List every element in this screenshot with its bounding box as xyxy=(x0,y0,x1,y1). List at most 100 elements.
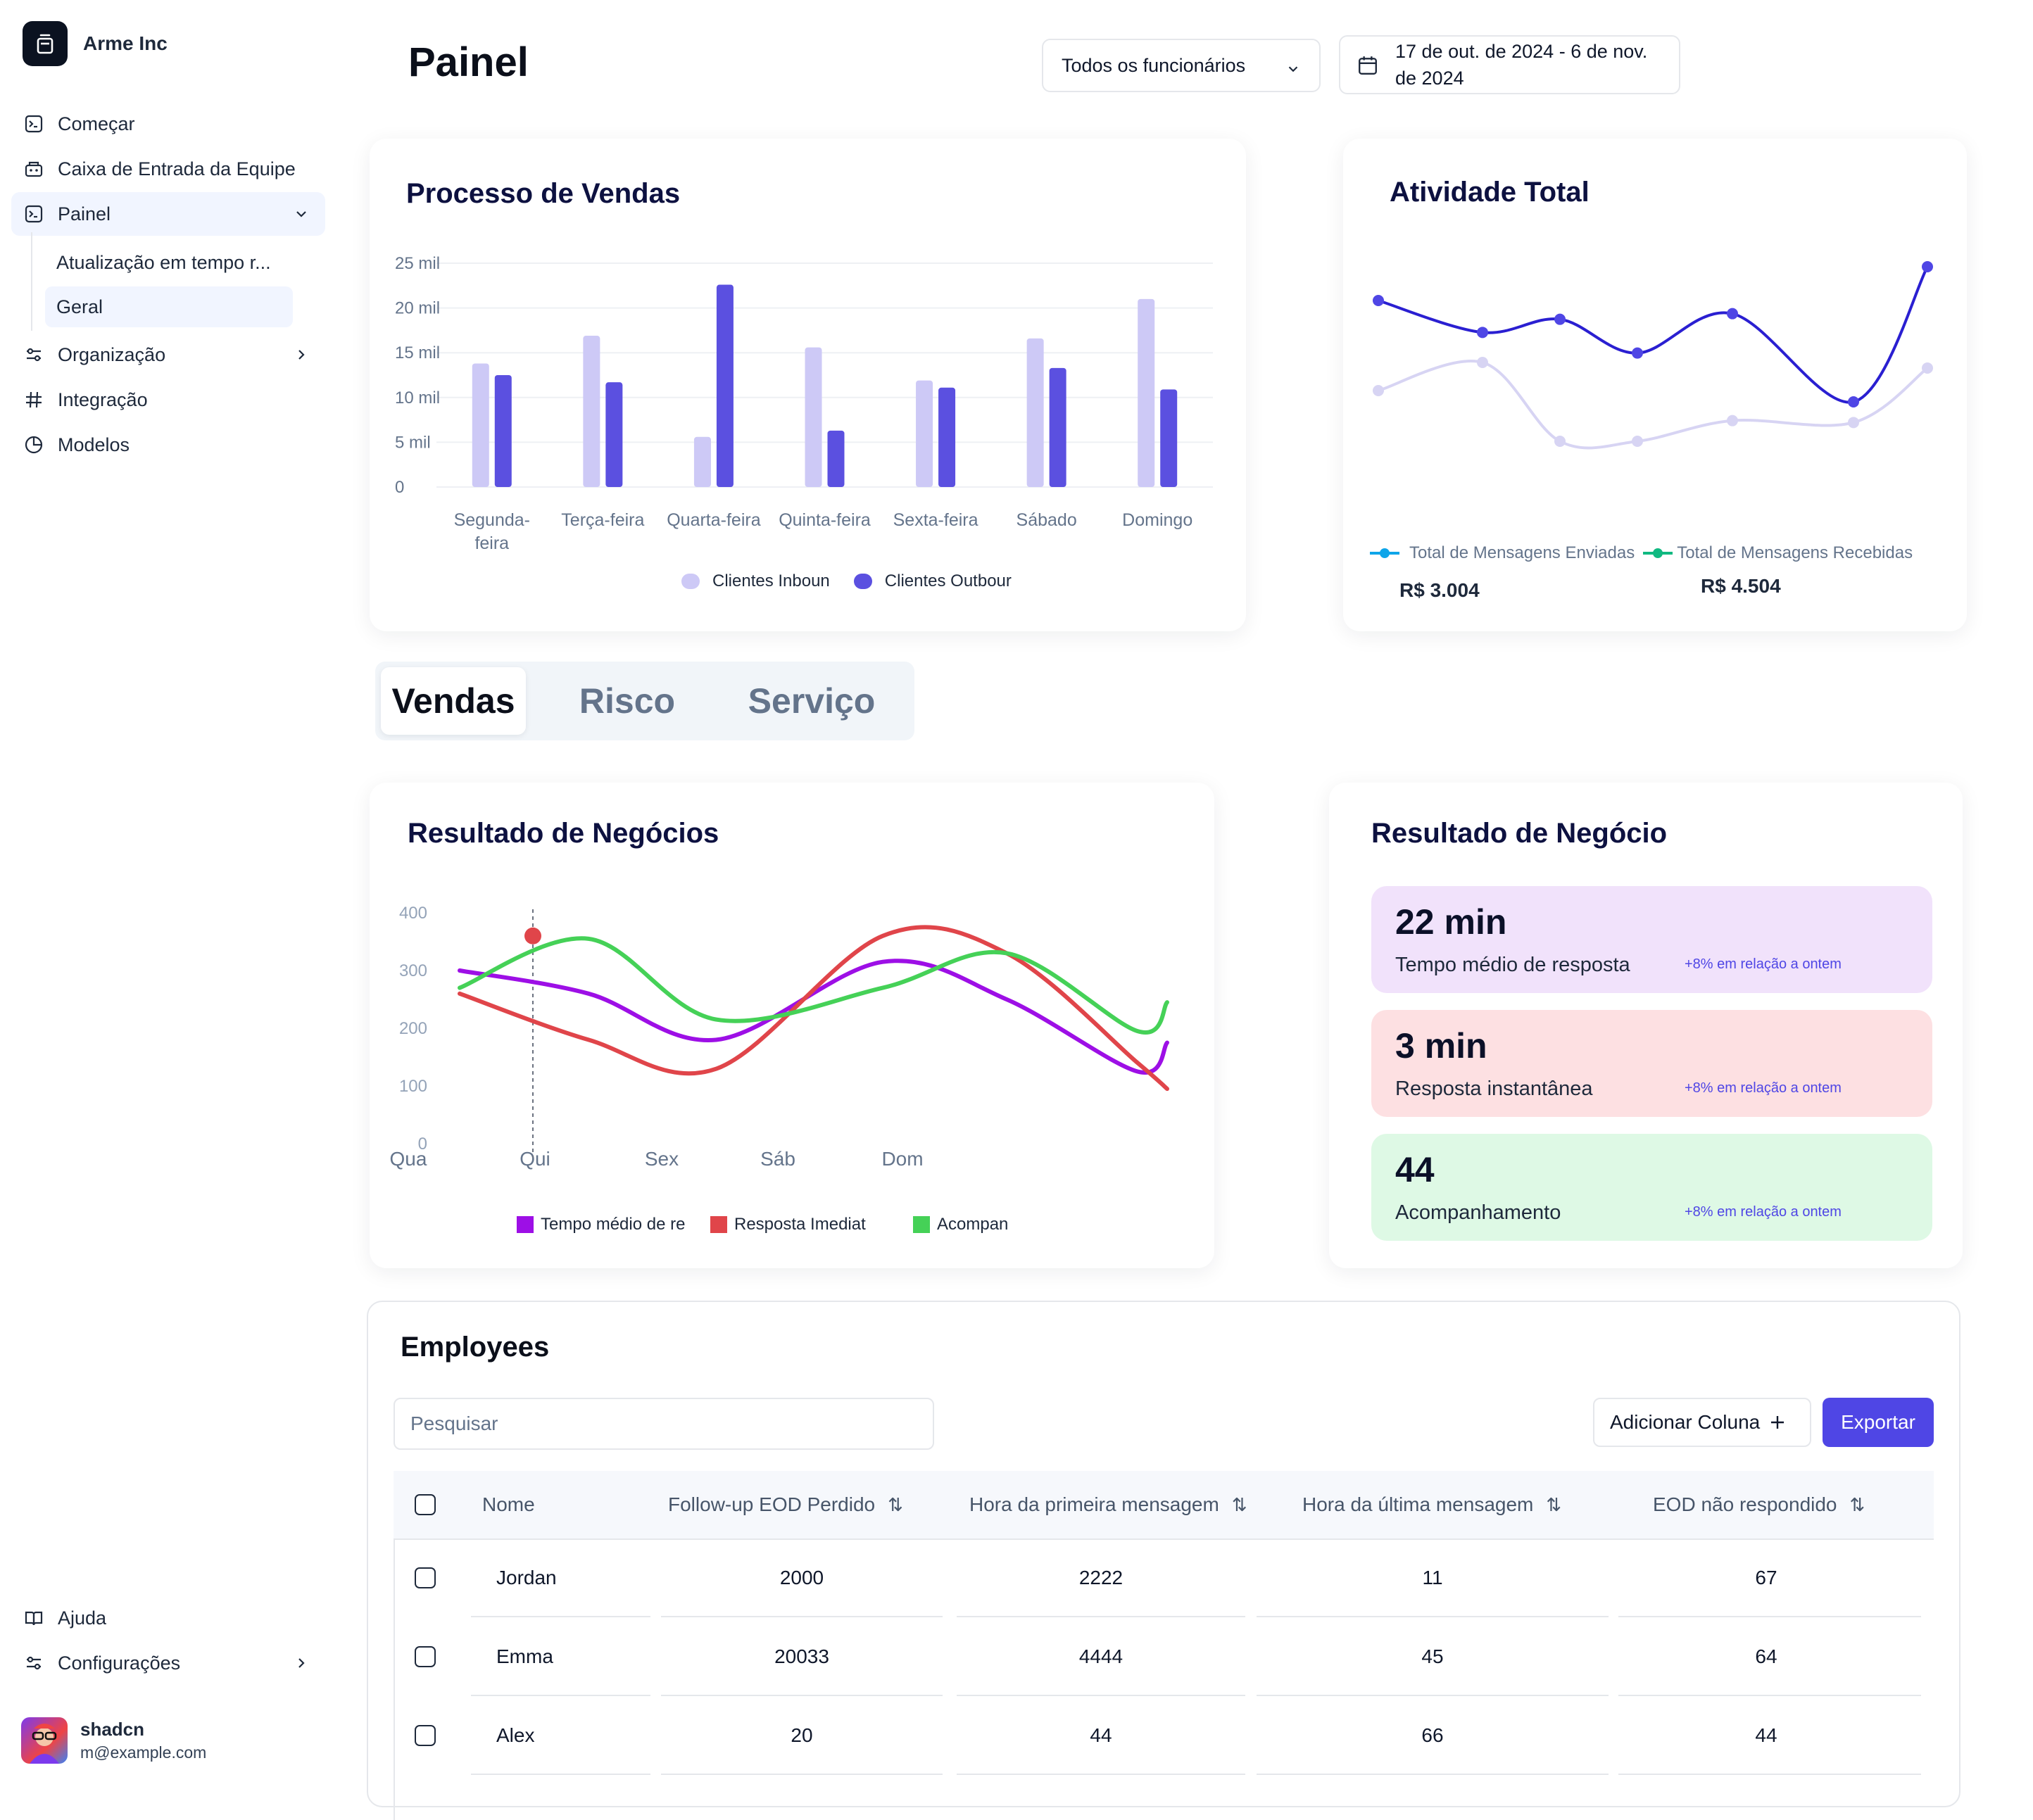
row-divider xyxy=(1618,1774,1921,1775)
column-header-nome[interactable]: Nome xyxy=(482,1471,535,1538)
row-checkbox[interactable] xyxy=(415,1725,436,1746)
row-divider xyxy=(957,1774,1245,1775)
row-divider xyxy=(661,1695,943,1696)
bar-inbound xyxy=(1026,338,1044,487)
sidebar-item-integracao[interactable]: Integração xyxy=(11,378,321,422)
total-activity-title: Atividade Total xyxy=(1390,177,1590,208)
y-tick-label: 100 xyxy=(399,1077,427,1096)
export-button[interactable]: Exportar xyxy=(1823,1398,1934,1447)
legend-swatch-followup xyxy=(913,1216,930,1233)
business-line-chart: 0100200300400SegTerQuaQuiSexSábDom xyxy=(390,904,1169,1170)
column-header-first-message[interactable]: Hora da primeira mensagem ⇅ xyxy=(969,1471,1247,1538)
sidebar-item-label: Caixa de Entrada da Equipe xyxy=(58,158,296,179)
column-label: Nome xyxy=(482,1493,535,1515)
sort-icon: ⇅ xyxy=(1849,1493,1865,1515)
y-tick-label: 300 xyxy=(399,961,427,980)
add-column-label: Adicionar Coluna xyxy=(1610,1411,1761,1433)
chevron-down-icon xyxy=(293,206,310,227)
sort-icon: ⇅ xyxy=(888,1493,903,1515)
calendar-icon xyxy=(1357,55,1378,83)
sidebar-item-team-inbox[interactable]: Caixa de Entrada da Equipe xyxy=(11,147,321,191)
data-point xyxy=(1727,415,1738,426)
y-tick-label: 0 xyxy=(395,478,404,497)
series-line-sent xyxy=(1378,266,1929,404)
x-tick-label: Sex xyxy=(645,1148,679,1170)
business-legend: Tempo médio de re Resposta Imediat Acomp… xyxy=(517,1215,1008,1234)
brand[interactable]: Arme Inc xyxy=(23,21,168,66)
sort-icon: ⇅ xyxy=(1231,1493,1247,1515)
legend-marker-received-icon xyxy=(1643,548,1673,558)
sidebar-item-organizacao[interactable]: Organização xyxy=(11,333,325,377)
sidebar-item-painel[interactable]: Painel xyxy=(11,192,325,236)
column-header-followup[interactable]: Follow-up EOD Perdido ⇅ xyxy=(668,1471,903,1538)
kpi-delta: +8% em relação a ontem xyxy=(1685,956,1842,972)
table-header: Nome Follow-up EOD Perdido ⇅ Hora da prim… xyxy=(394,1471,1934,1540)
tab-vendas[interactable]: Vendas xyxy=(381,667,526,735)
column-label: Follow-up EOD Perdido xyxy=(668,1493,876,1515)
sidebar-item-ajuda[interactable]: Ajuda xyxy=(11,1596,321,1640)
legend-label-received: Total de Mensagens Recebidas xyxy=(1677,543,1913,562)
employees-card: Employees Adicionar Coluna Exportar Nome… xyxy=(367,1301,1960,1820)
sidebar-item-comecar[interactable]: Começar xyxy=(11,102,321,146)
series-line-0 xyxy=(458,959,1169,1075)
legend-label-inbound: Clientes Inboun xyxy=(712,571,830,590)
sidebar-subitem-geral[interactable]: Geral xyxy=(45,286,293,327)
tab-servico[interactable]: Serviço xyxy=(748,681,876,721)
column-header-eod-unanswered[interactable]: EOD não respondido ⇅ xyxy=(1653,1471,1865,1538)
search-input[interactable] xyxy=(394,1398,934,1450)
sidebar-subitem-realtime[interactable]: Atualização em tempo r... xyxy=(56,251,271,273)
data-point xyxy=(1554,436,1566,447)
pie-chart-icon xyxy=(23,434,45,456)
kpi-value: 22 min xyxy=(1395,902,1507,942)
kpi-avg-response: 22 min Tempo médio de resposta +8% em re… xyxy=(1371,886,1932,993)
kpi-label: Resposta instantânea xyxy=(1395,1078,1593,1100)
sidebar-item-modelos[interactable]: Modelos xyxy=(11,423,321,467)
plus-icon xyxy=(1771,1416,1785,1429)
data-point xyxy=(1922,362,1933,374)
chevron-right-icon xyxy=(293,1655,310,1676)
kpi-delta: +8% em relação a ontem xyxy=(1685,1080,1842,1096)
user-profile[interactable]: shadcn m@example.com xyxy=(21,1717,206,1764)
table-row[interactable]: Emma 20033 4444 45 64 xyxy=(394,1617,1934,1696)
kpi-value: 44 xyxy=(1395,1150,1435,1189)
legend-label-sent: Total de Mensagens Enviadas xyxy=(1409,543,1635,562)
data-point xyxy=(1477,327,1488,339)
table-row[interactable]: Alex 20 44 66 44 xyxy=(394,1696,1934,1775)
table-row[interactable]: Jordan 2000 2222 11 67 xyxy=(394,1538,1934,1617)
row-divider xyxy=(661,1616,943,1617)
sliders-icon xyxy=(23,343,45,366)
row-divider xyxy=(1618,1616,1921,1617)
sales-bar-chart: 0 5 mil 10 mil 15 mil 20 mil 25 mil Segunda-fe… xyxy=(395,254,1213,553)
inbox-icon xyxy=(23,158,45,180)
row-checkbox[interactable] xyxy=(415,1646,436,1667)
sidebar-item-label: Modelos xyxy=(58,434,130,455)
data-point xyxy=(1477,357,1488,368)
brand-name: Arme Inc xyxy=(83,32,168,54)
submenu-divider xyxy=(31,232,32,331)
tab-risco[interactable]: Risco xyxy=(579,681,676,721)
received-total-value: R$ 4.504 xyxy=(1701,575,1781,597)
sliders-icon xyxy=(23,1652,45,1674)
employee-filter-select[interactable]: Todos os funcionários xyxy=(1042,39,1321,92)
date-range-picker[interactable]: 17 de out. de 2024 - 6 de nov. de 2024 xyxy=(1339,35,1680,94)
book-icon xyxy=(23,1607,45,1629)
highlight-point xyxy=(524,927,541,944)
terminal-icon xyxy=(23,203,45,225)
legend-label-outbound: Clientes Outbour xyxy=(884,571,1012,590)
add-column-button[interactable]: Adicionar Coluna xyxy=(1593,1398,1811,1447)
data-point xyxy=(1848,396,1859,407)
row-divider xyxy=(471,1695,650,1696)
data-point xyxy=(1727,308,1738,320)
x-tick-label: Qua xyxy=(390,1148,427,1170)
select-all-checkbox[interactable] xyxy=(415,1494,436,1515)
cell-last-message: 45 xyxy=(1421,1645,1444,1667)
cell-first-message: 2222 xyxy=(1078,1567,1124,1588)
avatar xyxy=(21,1717,68,1764)
cell-eod-unanswered: 64 xyxy=(1755,1645,1777,1667)
column-header-last-message[interactable]: Hora da última mensagem ⇅ xyxy=(1302,1471,1561,1538)
bar-inbound xyxy=(916,380,933,487)
legend-swatch-avg-time xyxy=(517,1216,534,1233)
sidebar-item-configuracoes[interactable]: Configurações xyxy=(11,1641,325,1685)
row-checkbox[interactable] xyxy=(415,1567,436,1588)
sent-total-value: R$ 3.004 xyxy=(1399,579,1480,601)
